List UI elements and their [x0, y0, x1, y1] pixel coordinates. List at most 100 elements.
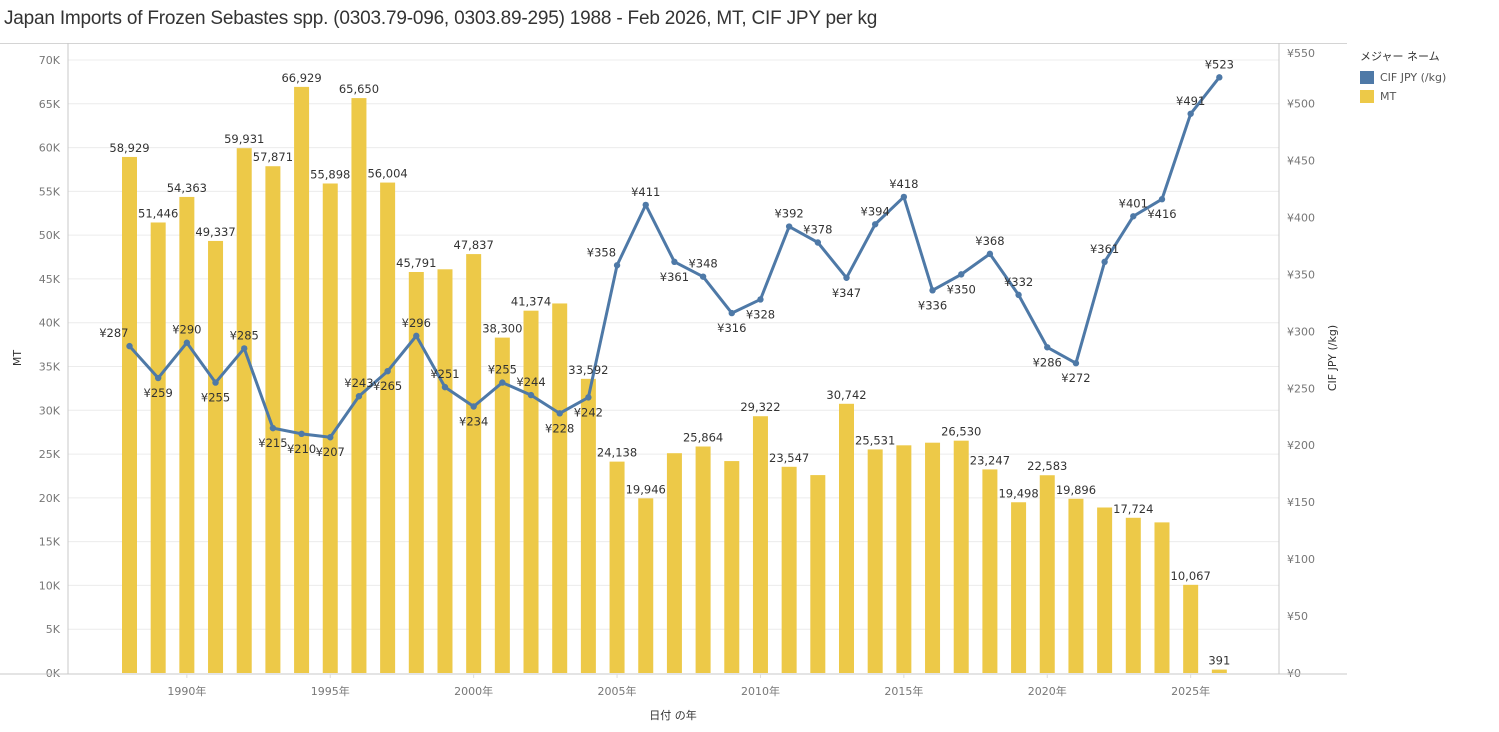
line-value-label: ¥394 — [861, 204, 890, 218]
line-point-cif-jpy — [1015, 291, 1022, 299]
legend: メジャー ネーム CIF JPY (/kg) MT — [1360, 48, 1446, 106]
bar-mt — [781, 466, 797, 673]
bar-value-label: 51,446 — [138, 206, 178, 220]
bar-value-label: 58,929 — [109, 141, 149, 155]
line-value-label: ¥265 — [373, 379, 402, 393]
line-value-label: ¥411 — [631, 185, 660, 199]
bar-mt — [523, 310, 539, 673]
bar-mt — [1039, 475, 1055, 673]
y-axis-title: MT — [11, 350, 24, 366]
bar-mt — [638, 498, 654, 673]
bar-value-label: 23,547 — [769, 451, 809, 465]
line-value-label: ¥251 — [430, 367, 459, 381]
bar-value-label: 41,374 — [511, 295, 551, 309]
bar-value-label: 47,837 — [454, 238, 494, 252]
y-tick-label: 35K — [39, 361, 61, 374]
line-value-label: ¥348 — [688, 257, 717, 271]
bar-mt — [1183, 584, 1199, 673]
bar-mt — [666, 453, 682, 673]
bar-value-label: 29,322 — [740, 400, 780, 414]
y2-tick-label: ¥500 — [1287, 98, 1315, 111]
line-point-cif-jpy — [642, 201, 649, 209]
bar-mt — [380, 182, 396, 673]
line-point-cif-jpy — [785, 223, 793, 230]
bar-mt — [925, 442, 941, 673]
bar-mt — [294, 86, 310, 673]
legend-item-mt[interactable]: MT — [1360, 87, 1446, 106]
bar-mt — [867, 449, 883, 673]
line-value-label: ¥316 — [717, 321, 746, 335]
x-tick-label: 1995年 — [311, 684, 350, 698]
line-point-cif-jpy — [441, 383, 449, 391]
line-value-label: ¥392 — [774, 207, 803, 221]
y2-tick-label: ¥350 — [1287, 268, 1315, 281]
bar-mt — [552, 303, 568, 673]
bar-value-label: 56,004 — [367, 167, 407, 181]
line-value-label: ¥255 — [201, 391, 230, 405]
line-value-label: ¥210 — [287, 442, 316, 456]
axes: 0K5K10K15K20K25K30K35K40K45K50K55K60K65K… — [0, 43, 1347, 698]
line-point-cif-jpy — [728, 309, 735, 317]
bar-value-label: 25,864 — [683, 431, 723, 445]
line-point-cif-jpy — [355, 393, 363, 400]
line-value-label: ¥523 — [1205, 57, 1234, 71]
line-value-label: ¥207 — [316, 445, 345, 459]
line-point-cif-jpy — [613, 262, 621, 269]
legend-label-cif-jpy: CIF JPY (/kg) — [1380, 71, 1447, 84]
y-tick-label: 40K — [39, 317, 61, 330]
line-point-cif-jpy — [958, 271, 965, 278]
line-point-cif-jpy — [384, 367, 391, 375]
bar-mt — [982, 469, 998, 673]
x-tick-label: 2025年 — [1171, 684, 1210, 698]
bar-mt — [695, 446, 711, 673]
bar-value-label: 54,363 — [167, 181, 207, 195]
chart-title: Japan Imports of Frozen Sebastes spp. (0… — [4, 8, 878, 29]
line-value-label: ¥272 — [1061, 371, 1090, 385]
x-tick-label: 2000年 — [454, 684, 493, 698]
legend-swatch-cif-jpy — [1360, 71, 1374, 84]
line-value-label: ¥244 — [516, 375, 545, 389]
bar-mt — [724, 461, 740, 673]
line-value-label: ¥290 — [172, 323, 201, 337]
line-value-label: ¥378 — [803, 222, 832, 236]
y2-tick-label: ¥450 — [1287, 154, 1315, 167]
line-value-label: ¥368 — [975, 234, 1004, 248]
line-point-cif-jpy — [327, 434, 334, 441]
bar-value-label: 30,742 — [826, 388, 866, 402]
line-point-cif-jpy — [757, 296, 764, 303]
line-point-cif-jpy — [699, 273, 707, 280]
bar-mt — [494, 337, 510, 673]
y2-tick-label: ¥300 — [1287, 325, 1315, 338]
line-point-cif-jpy — [413, 332, 420, 340]
y-tick-label: 20K — [39, 492, 61, 505]
bar-value-label: 19,896 — [1056, 483, 1096, 497]
line-value-label: ¥361 — [1090, 242, 1119, 256]
bar-mt — [466, 254, 482, 673]
x-tick-label: 1990年 — [167, 684, 206, 698]
bar-mt — [896, 445, 912, 673]
bar-value-label: 25,531 — [855, 433, 895, 447]
y-tick-label: 55K — [39, 185, 61, 198]
line-point-cif-jpy — [126, 342, 133, 350]
bar-value-label: 22,583 — [1027, 459, 1067, 473]
y-tick-label: 10K — [39, 579, 61, 592]
bar-value-label: 391 — [1208, 654, 1230, 668]
bar-value-label: 33,592 — [568, 363, 608, 377]
line-point-cif-jpy — [556, 410, 563, 417]
line-point-cif-jpy — [499, 379, 506, 386]
bar-mt — [150, 222, 166, 673]
bar-mt — [810, 475, 826, 673]
line-point-cif-jpy — [1130, 213, 1137, 220]
y-tick-label: 5K — [46, 623, 61, 636]
line-value-label: ¥358 — [587, 245, 616, 259]
bar-mt — [122, 156, 137, 674]
y2-tick-label: ¥200 — [1287, 439, 1315, 452]
legend-item-cif-jpy[interactable]: CIF JPY (/kg) — [1360, 68, 1446, 87]
bar-value-label: 38,300 — [482, 322, 522, 336]
bar-value-label: 59,931 — [224, 132, 264, 146]
bar-mt — [179, 196, 195, 674]
line-value-label: ¥332 — [1004, 275, 1033, 289]
x-tick-label: 2010年 — [741, 684, 780, 698]
line-point-cif-jpy — [212, 379, 219, 386]
